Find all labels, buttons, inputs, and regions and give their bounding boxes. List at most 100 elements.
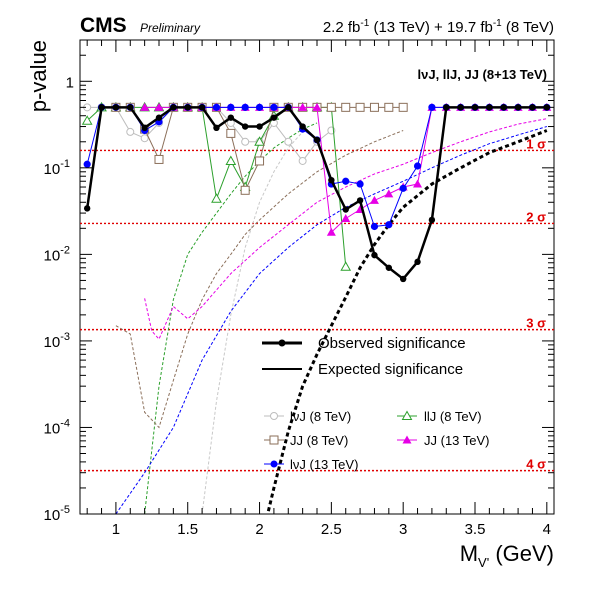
jj13-point-14	[341, 213, 351, 222]
observed-point-19	[356, 197, 364, 204]
observed-point-26	[457, 104, 464, 111]
observed-point-10	[227, 114, 235, 121]
y-axis-title: p-value	[26, 40, 51, 112]
jj13-point-0	[140, 102, 150, 111]
llj8-point-0	[81, 115, 93, 125]
legend-lvj13-marker	[270, 460, 278, 468]
lvj13-point-18	[342, 177, 350, 185]
observed-point-18	[342, 206, 349, 213]
legend-jj8-label: JJ (8 TeV)	[290, 433, 348, 448]
sigma-label-1: 1 σ	[526, 136, 546, 151]
jj13-point-16	[369, 195, 379, 204]
observed-point-30	[514, 104, 522, 111]
observed-point-1	[98, 104, 105, 111]
lvj13-point-22	[399, 184, 407, 192]
jj8-point-18	[369, 102, 379, 112]
observed-point-22	[399, 275, 407, 283]
jj8-point-3	[154, 154, 164, 164]
legend-jj13-label: JJ (13 TeV)	[424, 433, 490, 448]
x-tick-label-6: 4	[543, 521, 551, 538]
observed-point-3	[127, 104, 134, 111]
observed-point-32	[543, 104, 551, 111]
status-label: Preliminary	[140, 21, 201, 35]
y-tick-label-4: 10-1	[44, 158, 70, 178]
jj8-point-8	[226, 128, 236, 138]
jj8-point-19	[384, 102, 394, 112]
jj8-point-9	[240, 185, 250, 195]
jj13-point-1	[154, 102, 164, 111]
sigma-label-2: 2 σ	[526, 209, 546, 224]
lvj13-point-0	[83, 160, 91, 168]
observed-point-8	[198, 104, 206, 111]
lvj8-point-3	[126, 127, 135, 136]
jj13-point-11	[298, 102, 308, 111]
observed-point-28	[486, 104, 493, 111]
observed-point-7	[184, 104, 191, 111]
exp-llj8-expected-curve	[144, 122, 318, 514]
lvj13-point-11	[241, 103, 249, 111]
lvj13-point-12	[255, 103, 264, 111]
lvj8-point-4	[140, 134, 149, 143]
llj8-point-12	[254, 136, 265, 146]
observed-point-11	[241, 123, 249, 130]
legend-jj13-marker	[402, 435, 412, 444]
legend-llj8-marker	[401, 410, 413, 420]
jj13-point-19	[413, 179, 423, 188]
legend-lvj8-label: lνJ (8 TeV)	[290, 409, 351, 424]
observed-point-14	[285, 104, 292, 111]
sigma-label-3: 3 σ	[526, 316, 546, 331]
lvj13-point-20	[370, 222, 379, 231]
lumi-label: 2.2 fb-1 (13 TeV) + 19.7 fb-1 (8 TeV)	[323, 18, 554, 36]
legend: Observed significance Expected significa…	[262, 335, 490, 472]
y-tick-label-1: 10-4	[44, 417, 70, 437]
lvj13-point-9	[212, 103, 221, 111]
channels-annotation: lνJ, llJ, JJ (8+13 TeV)	[418, 67, 547, 82]
legend-lvj13-label: lνJ (13 TeV)	[290, 457, 358, 472]
observed-point-23	[414, 258, 421, 266]
legend-llj8-label: llJ (8 TeV)	[424, 409, 482, 424]
lvj13-point-10	[227, 103, 235, 111]
lvj13-point-21	[385, 221, 393, 229]
x-tick-label-4: 3	[399, 521, 407, 538]
observed-point-24	[428, 216, 436, 224]
jj8-point-16	[341, 102, 351, 112]
sigma-label-4: 4 σ	[526, 457, 546, 472]
y-tick-label-3: 10-2	[44, 244, 70, 264]
observed-point-9	[213, 124, 220, 132]
observed-point-27	[471, 104, 479, 111]
observed-point-15	[299, 123, 306, 130]
observed-point-17	[328, 176, 335, 184]
lvj8-point-14	[284, 137, 293, 146]
lvj13-point-19	[356, 180, 364, 188]
observed-point-2	[112, 104, 120, 111]
jj13-point-13	[326, 227, 336, 236]
y-tick-label-2: 10-3	[44, 331, 70, 351]
jj8-point-15	[326, 102, 336, 112]
y-tick-label-5: 1	[66, 74, 74, 91]
observed-point-31	[529, 104, 536, 111]
lvj13-point-13	[270, 103, 278, 111]
x-axis-title: MV' (GeV)	[460, 541, 554, 570]
llj8-point-18	[340, 261, 352, 271]
observed-point-6	[170, 104, 177, 111]
legend-observed-label: Observed significance	[318, 335, 466, 352]
exp-lvj13-expected-curve	[115, 126, 547, 514]
lvj8-point-15	[298, 156, 307, 165]
legend-lvj8-marker	[270, 412, 278, 420]
legend-jj8-marker	[269, 435, 279, 445]
exp-jj8-expected-curve	[115, 130, 404, 429]
observed-line	[85, 105, 547, 281]
llj8-point-9	[211, 193, 222, 203]
x-tick-label-3: 2.5	[321, 521, 342, 538]
x-tick-label-0: 1	[112, 521, 120, 538]
lvj13-point-23	[413, 162, 422, 170]
llj8-point-10	[225, 155, 237, 165]
observed-point-25	[443, 104, 450, 111]
observed-point-29	[500, 104, 507, 111]
jj13-point-17	[384, 189, 394, 198]
x-tick-label-1: 1.5	[177, 521, 198, 538]
observed-point-13	[270, 114, 278, 121]
observed-point-16	[313, 136, 321, 144]
lvj8-point-11	[241, 137, 250, 146]
